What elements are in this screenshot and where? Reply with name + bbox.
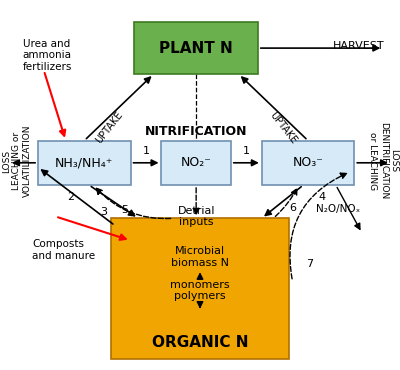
Text: NO₂⁻: NO₂⁻ bbox=[181, 156, 212, 169]
Text: Detrial
inputs: Detrial inputs bbox=[177, 206, 215, 227]
Text: UPTAKE: UPTAKE bbox=[268, 110, 298, 145]
Text: UPTAKE: UPTAKE bbox=[94, 110, 125, 145]
Text: LOSS
LEACHING or
VOLATILIZATION: LOSS LEACHING or VOLATILIZATION bbox=[2, 125, 32, 197]
FancyBboxPatch shape bbox=[38, 141, 130, 185]
Text: N₂O/NOₓ: N₂O/NOₓ bbox=[316, 204, 360, 214]
Text: Microbial
biomass N: Microbial biomass N bbox=[171, 246, 229, 268]
Text: NH₃/NH₄⁺: NH₃/NH₄⁺ bbox=[55, 156, 114, 169]
Text: HARVEST: HARVEST bbox=[333, 41, 385, 51]
Text: monomers
polymers: monomers polymers bbox=[170, 280, 230, 301]
Text: 1: 1 bbox=[142, 146, 150, 156]
Text: Composts
and manure: Composts and manure bbox=[32, 239, 95, 260]
Text: NO₃⁻: NO₃⁻ bbox=[292, 156, 324, 169]
Text: 5: 5 bbox=[121, 205, 128, 215]
Text: 6: 6 bbox=[289, 203, 296, 213]
Text: 7: 7 bbox=[306, 259, 314, 269]
Text: ORGANIC N: ORGANIC N bbox=[152, 335, 248, 350]
FancyBboxPatch shape bbox=[262, 141, 354, 185]
FancyBboxPatch shape bbox=[134, 22, 258, 74]
Text: 3: 3 bbox=[100, 206, 107, 216]
Text: 1: 1 bbox=[243, 146, 250, 156]
Text: LOSS
DENITRIFICATION
or LEACHING: LOSS DENITRIFICATION or LEACHING bbox=[368, 122, 398, 199]
Text: NITRIFICATION: NITRIFICATION bbox=[145, 125, 247, 138]
Text: 2: 2 bbox=[67, 192, 74, 202]
FancyBboxPatch shape bbox=[111, 218, 289, 359]
Text: PLANT N: PLANT N bbox=[159, 41, 233, 56]
Text: 4: 4 bbox=[318, 192, 326, 202]
Text: Urea and
ammonia
fertilizers: Urea and ammonia fertilizers bbox=[22, 39, 72, 72]
FancyBboxPatch shape bbox=[162, 141, 231, 185]
